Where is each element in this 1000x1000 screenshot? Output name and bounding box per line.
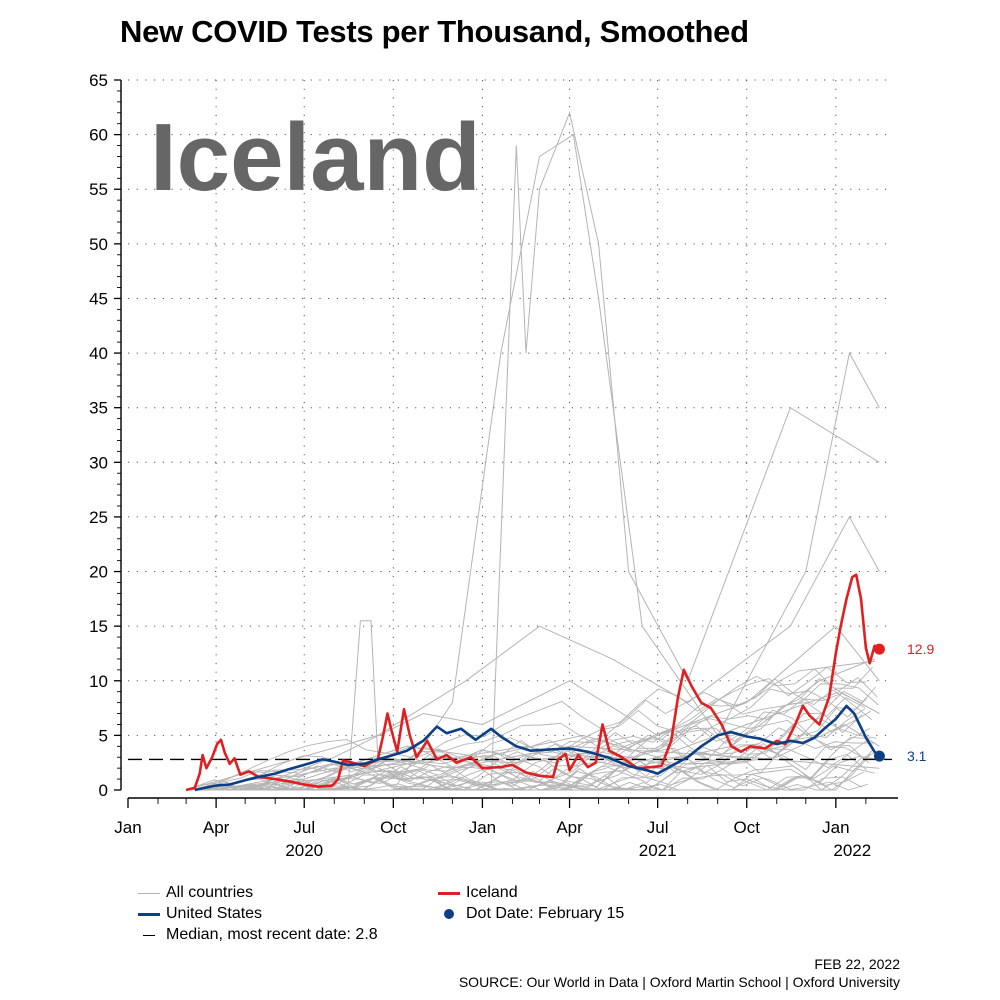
y-tick-label: 20 bbox=[89, 563, 108, 582]
country-line bbox=[191, 709, 870, 791]
x-tick-label: Jan bbox=[114, 818, 141, 837]
x-tick-label: Apr bbox=[556, 818, 583, 837]
legend-label: Median, most recent date: 2.8 bbox=[166, 926, 378, 943]
country-line bbox=[206, 708, 866, 788]
country-line bbox=[392, 133, 880, 791]
chart-title: New COVID Tests per Thousand, Smoothed bbox=[120, 14, 749, 49]
country-line bbox=[245, 625, 880, 791]
y-tick-label: 25 bbox=[89, 508, 108, 527]
y-tick-label: 30 bbox=[89, 453, 108, 472]
y-tick-label: 15 bbox=[89, 617, 108, 636]
x-year-label: 2022 bbox=[833, 841, 871, 860]
legend-item-dot-date: Dot Date: February 15 bbox=[438, 905, 624, 923]
legend: All countries United States Median, most… bbox=[138, 884, 698, 954]
y-tick-label: 50 bbox=[89, 235, 108, 254]
x-year-label: 2021 bbox=[639, 841, 677, 860]
x-tick-label: Oct bbox=[380, 818, 407, 837]
legend-item-united-states: United States bbox=[138, 905, 262, 923]
legend-swatch-red bbox=[438, 891, 460, 895]
grid-layer bbox=[128, 79, 892, 790]
axis-layer: 0 5 10 15 20 25 30 35 40 45 50 55 60 65 Jan Apr Jul Oct Ja… bbox=[89, 71, 898, 860]
x-tick-label: Jul bbox=[293, 818, 315, 837]
all-countries-lines bbox=[185, 111, 880, 791]
series-line-united-states bbox=[194, 704, 881, 792]
legend-item-all-countries: All countries bbox=[138, 884, 253, 902]
country-line bbox=[270, 722, 872, 791]
legend-label: United States bbox=[166, 905, 263, 922]
x-year-label: 2020 bbox=[285, 841, 323, 860]
y-tick-label: 45 bbox=[89, 289, 108, 308]
legend-item-median: Median, most recent date: 2.8 bbox=[138, 926, 378, 944]
y-tick-label: 10 bbox=[89, 672, 108, 691]
end-label: 12.9 bbox=[907, 641, 934, 657]
x-tick-label: Jul bbox=[647, 818, 669, 837]
end-label: 3.1 bbox=[907, 748, 927, 764]
y-tick-label: 55 bbox=[89, 180, 108, 199]
legend-swatch-gray bbox=[138, 892, 160, 894]
country-line bbox=[232, 678, 872, 791]
country-line bbox=[185, 515, 880, 791]
y-tick-label: 35 bbox=[89, 399, 108, 418]
legend-item-iceland: Iceland bbox=[438, 884, 518, 902]
x-tick-label: Apr bbox=[203, 818, 230, 837]
legend-label: Dot Date: February 15 bbox=[466, 905, 625, 922]
country-line bbox=[250, 736, 870, 791]
x-tick-label: Jan bbox=[469, 818, 496, 837]
legend-label: Iceland bbox=[466, 884, 518, 901]
y-tick-label: 0 bbox=[99, 781, 108, 800]
watermark-country: Iceland bbox=[150, 104, 481, 211]
footer-source: SOURCE: Our World in Data | Oxford Marti… bbox=[458, 974, 900, 990]
country-line bbox=[258, 683, 879, 791]
legend-label: All countries bbox=[166, 884, 254, 901]
legend-dot-icon bbox=[444, 909, 454, 919]
x-tick-label: Oct bbox=[734, 818, 761, 837]
end-label-layer: 12.9 3.1 bbox=[907, 641, 934, 764]
end-dot-united-states bbox=[873, 750, 885, 762]
series-layer bbox=[185, 573, 885, 792]
footer-date: FEB 22, 2022 bbox=[814, 956, 900, 972]
country-line bbox=[255, 686, 876, 791]
end-dot-iceland bbox=[873, 643, 885, 655]
y-tick-label: 65 bbox=[89, 71, 108, 90]
y-tick-label: 60 bbox=[89, 126, 108, 145]
legend-swatch-blue bbox=[138, 912, 160, 916]
country-line bbox=[241, 693, 862, 791]
y-tick-label: 40 bbox=[89, 344, 108, 363]
x-tick-label: Jan bbox=[822, 818, 849, 837]
y-tick-label: 5 bbox=[99, 726, 108, 745]
series-line-iceland bbox=[185, 573, 881, 792]
country-line bbox=[490, 111, 880, 791]
legend-swatch-dash bbox=[143, 934, 155, 936]
